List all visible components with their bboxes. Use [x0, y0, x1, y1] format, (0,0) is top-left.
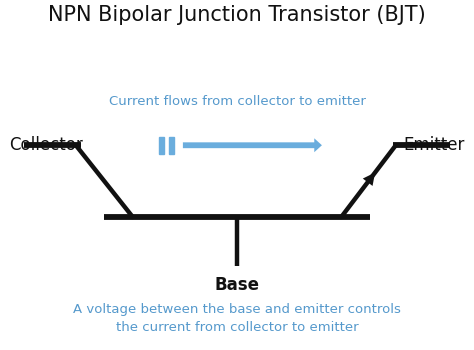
Bar [159, 137, 164, 154]
Text: Emitter: Emitter [403, 136, 465, 154]
Text: A voltage between the base and emitter controls
the current from collector to em: A voltage between the base and emitter c… [73, 303, 401, 334]
Bar [169, 137, 174, 154]
Text: NPN Bipolar Junction Transistor (BJT): NPN Bipolar Junction Transistor (BJT) [48, 5, 426, 25]
Text: Collector: Collector [9, 136, 83, 154]
Text: Current flows from collector to emitter: Current flows from collector to emitter [109, 95, 365, 108]
Text: Base: Base [215, 276, 259, 294]
